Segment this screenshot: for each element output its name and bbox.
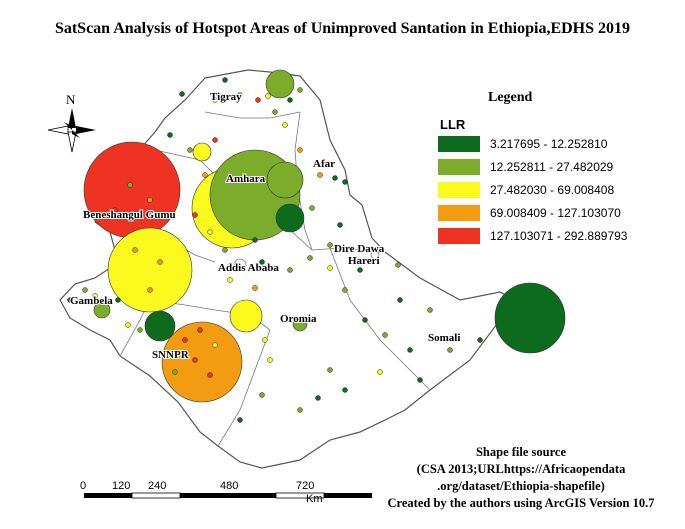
source-note: Shape file source (CSA 2013;URLhttps://A…: [360, 444, 682, 512]
region-label-somali: Somali: [428, 332, 460, 344]
cluster-circle: [266, 161, 304, 199]
legend-swatch: [438, 136, 480, 152]
legend-item: 69.008409 - 127.103070: [438, 204, 621, 222]
region-label-hareri: Hareri: [348, 255, 380, 267]
legend-subtitle: LLR: [440, 117, 466, 132]
cluster-circle: [265, 69, 295, 99]
cluster-circle: [107, 227, 193, 313]
cluster-circle: [83, 141, 181, 239]
cluster-circle: [275, 203, 305, 233]
region-labels: Tigray Afar Amhara Beneshangul Gumu Dire…: [69, 90, 461, 362]
scale-tick: 120: [112, 480, 130, 492]
scale-tick: 720: [296, 480, 314, 492]
legend-swatch: [438, 182, 480, 198]
source-line: Shape file source: [475, 445, 567, 459]
scale-tick: 480: [220, 480, 238, 492]
cluster-circle: [144, 310, 176, 342]
region-label-dire-dawa: Dire Dawa: [334, 243, 385, 255]
legend-label: 12.252811 - 27.482029: [490, 160, 614, 174]
region-label-amhara: Amhara: [226, 173, 266, 185]
region-label-beneshangul: Beneshangul Gumu: [83, 209, 176, 221]
north-arrow-label: N: [66, 92, 76, 107]
legend-swatch: [438, 205, 480, 221]
legend-swatch: [438, 228, 480, 244]
source-line: (CSA 2013;URLhttps://Africaopendata: [416, 462, 626, 476]
scale-bar: 0 120 240 480 720 Km: [80, 480, 372, 505]
legend-title: Legend: [488, 90, 533, 105]
cluster-circle: [494, 282, 566, 354]
region-label-oromia: Oromia: [280, 313, 317, 325]
legend-item: 12.252811 - 27.482029: [438, 158, 613, 176]
region-label-afar: Afar: [313, 158, 335, 170]
north-arrow-icon: N: [47, 92, 96, 153]
scale-tick: 0: [80, 480, 86, 492]
source-line: .org/dataset/Ethiopia-shapefile): [437, 479, 605, 493]
legend-item: 127.103071 - 292.889793: [438, 227, 627, 245]
legend-label: 27.482030 - 69.008408: [490, 183, 615, 197]
map-title: SatScan Analysis of Hotspot Areas of Uni…: [54, 20, 631, 37]
cluster-circle: [192, 142, 212, 162]
cluster-circle: [93, 301, 111, 319]
scale-tick: 240: [148, 480, 166, 492]
region-label-snnpr: SNNPR: [152, 349, 190, 361]
legend-label: 69.008409 - 127.103070: [490, 206, 621, 220]
scale-unit: Km: [306, 493, 323, 505]
legend-swatch: [438, 159, 480, 175]
legend-item: 27.482030 - 69.008408: [438, 181, 614, 199]
legend-label: 3.217695 - 12.252810: [490, 137, 608, 151]
legend-item: 3.217695 - 12.252810: [438, 135, 607, 153]
region-label-addis-ababa: Addis Ababa: [218, 262, 279, 274]
source-line: Created by the authors using ArcGIS Vers…: [387, 496, 655, 510]
cluster-circle: [292, 316, 308, 332]
legend-label: 127.103071 - 292.889793: [490, 229, 628, 243]
region-label-tigray: Tigray: [210, 91, 242, 103]
cluster-circle: [161, 321, 243, 403]
region-label-gambela: Gambela: [70, 295, 113, 307]
survey-points: [67, 77, 483, 423]
cluster-circle: [229, 299, 263, 333]
